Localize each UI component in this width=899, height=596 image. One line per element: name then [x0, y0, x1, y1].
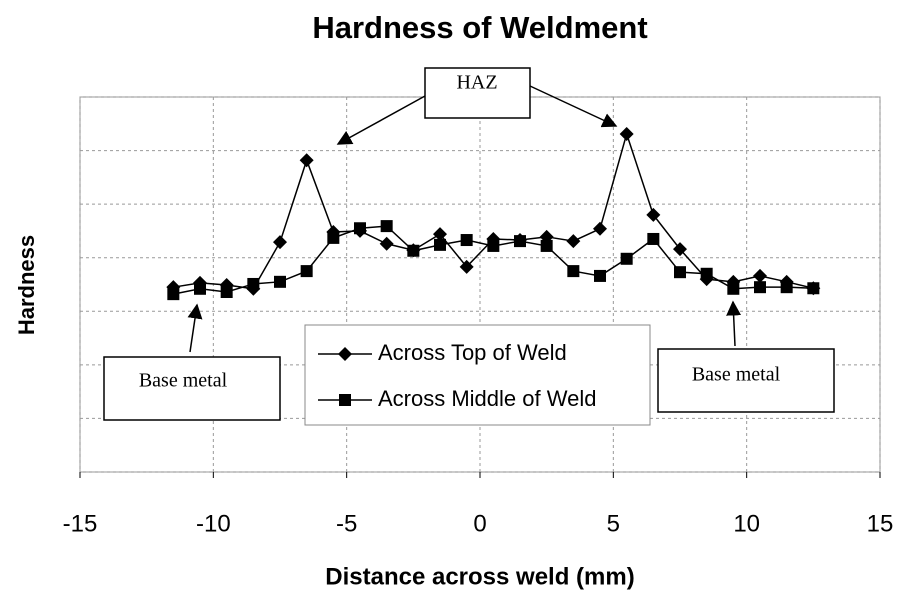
x-tick-label: -15 — [63, 510, 98, 537]
square-marker — [460, 234, 473, 247]
arrow — [336, 95, 426, 145]
legend: Across Top of Weld Across Middle of Weld — [304, 324, 651, 426]
square-marker — [434, 238, 446, 251]
y-axis-label: Hardness — [14, 235, 39, 335]
square-marker — [727, 282, 740, 295]
square-marker — [300, 265, 313, 278]
legend-box — [304, 324, 651, 426]
plot-area: -15 -10 -5 0 5 10 15 — [63, 96, 894, 537]
annotations: HAZ Base metal Base metal — [103, 67, 835, 421]
square-marker — [540, 239, 553, 252]
square-marker — [354, 222, 366, 235]
diamond-marker — [299, 153, 314, 168]
square-marker — [647, 232, 660, 245]
square-marker — [247, 277, 260, 290]
square-marker — [620, 252, 633, 265]
square-marker — [487, 239, 500, 252]
square-marker — [194, 282, 206, 295]
square-marker — [514, 235, 526, 248]
annotation: Base metal — [692, 364, 781, 386]
legend-label: Across Top of Weld — [378, 340, 567, 365]
square-marker — [594, 269, 606, 282]
x-tick-label: -5 — [336, 510, 357, 537]
diamond-marker — [566, 234, 581, 249]
diamond-marker — [433, 227, 447, 242]
annotation-box — [424, 67, 531, 119]
arrow — [726, 300, 742, 347]
x-tick-label: 5 — [607, 510, 620, 537]
square-marker — [167, 288, 180, 301]
diamond-marker — [593, 221, 607, 236]
x-tick-label: -10 — [196, 510, 231, 537]
diamond-marker — [459, 259, 474, 274]
chart-title: Hardness of Weldment — [312, 10, 647, 45]
square-marker — [407, 244, 420, 257]
square-marker — [700, 267, 713, 280]
annotation-box — [103, 356, 281, 421]
annotation: HAZ — [456, 72, 497, 94]
x-axis-label: Distance across weld (mm) — [325, 563, 634, 590]
square-marker — [380, 220, 393, 233]
diamond-marker — [673, 242, 687, 257]
diamond-marker — [338, 347, 352, 361]
square-marker — [674, 266, 686, 279]
square-marker — [327, 231, 340, 244]
annotation-box — [657, 348, 835, 413]
x-tick-label: 15 — [867, 510, 894, 537]
diamond-marker — [646, 207, 661, 222]
square-marker — [807, 282, 820, 295]
square-marker — [339, 394, 351, 406]
x-tick-label: 0 — [473, 510, 486, 537]
arrow — [529, 85, 618, 128]
legend-label: Across Middle of Weld — [378, 386, 596, 411]
diamond-marker — [273, 235, 287, 250]
square-marker — [274, 275, 286, 288]
arrow — [187, 303, 203, 353]
square-marker — [220, 286, 233, 298]
annotation: Base metal — [139, 370, 228, 392]
diamond-marker — [753, 268, 767, 283]
diamond-marker — [619, 126, 634, 141]
diamond-marker — [379, 236, 394, 251]
square-marker — [567, 265, 580, 278]
square-marker — [780, 281, 793, 294]
x-tick-label: 10 — [733, 510, 760, 537]
square-marker — [754, 281, 766, 294]
